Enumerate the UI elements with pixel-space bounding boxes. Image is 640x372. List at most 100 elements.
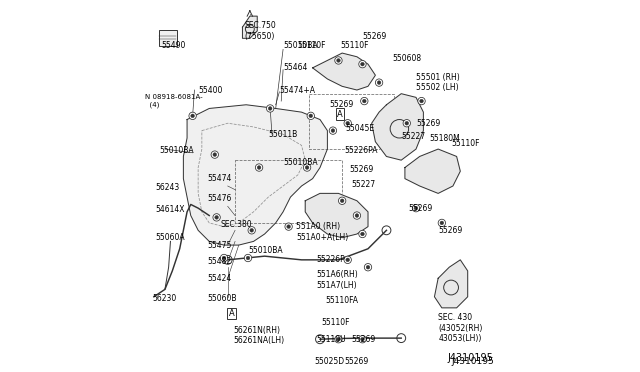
Text: 55060B: 55060B [207, 294, 237, 303]
Circle shape [222, 256, 226, 260]
Polygon shape [312, 53, 376, 90]
Circle shape [359, 336, 366, 343]
Circle shape [191, 114, 195, 118]
Circle shape [255, 164, 263, 171]
Circle shape [248, 227, 255, 234]
Circle shape [303, 164, 311, 171]
Text: 55269: 55269 [362, 32, 387, 41]
Circle shape [213, 214, 220, 221]
Circle shape [377, 81, 381, 84]
Text: 56230: 56230 [152, 294, 176, 303]
Circle shape [266, 105, 274, 112]
Text: 55269: 55269 [438, 226, 463, 235]
Polygon shape [243, 16, 257, 38]
Text: N 08918-6081A-
  (4): N 08918-6081A- (4) [145, 94, 202, 108]
Text: 55045E: 55045E [346, 124, 375, 133]
Text: 55269: 55269 [349, 165, 374, 174]
Circle shape [346, 121, 349, 125]
Circle shape [364, 263, 372, 271]
Polygon shape [305, 193, 368, 238]
Text: 55110F: 55110F [298, 41, 326, 50]
Text: 55011B: 55011B [268, 130, 298, 139]
Text: 55482: 55482 [207, 257, 232, 266]
Circle shape [353, 212, 360, 219]
Circle shape [268, 107, 272, 110]
Circle shape [360, 62, 364, 66]
Circle shape [340, 199, 344, 203]
Polygon shape [435, 260, 468, 308]
Text: 56261N(RH)
56261NA(LH): 56261N(RH) 56261NA(LH) [233, 326, 284, 345]
Circle shape [335, 57, 342, 64]
Circle shape [307, 112, 314, 119]
Text: 55474+A: 55474+A [280, 86, 316, 94]
Circle shape [360, 97, 368, 105]
Text: 55476: 55476 [207, 195, 232, 203]
Text: 55501 (RH)
55502 (LH): 55501 (RH) 55502 (LH) [416, 73, 460, 92]
Circle shape [440, 221, 444, 225]
Circle shape [355, 214, 359, 217]
Text: 55060A: 55060A [156, 233, 186, 242]
Circle shape [366, 265, 370, 269]
Circle shape [420, 99, 424, 103]
Text: J4310195: J4310195 [451, 357, 494, 366]
Circle shape [344, 256, 351, 263]
Text: 55269: 55269 [416, 119, 440, 128]
Text: 55010BA: 55010BA [283, 157, 317, 167]
Circle shape [412, 205, 420, 212]
Circle shape [360, 337, 364, 341]
Circle shape [360, 232, 364, 236]
Text: 55110F: 55110F [322, 318, 350, 327]
Text: SEC.750
(75650): SEC.750 (75650) [244, 21, 276, 41]
Circle shape [250, 228, 253, 232]
Text: 55180M: 55180M [429, 134, 460, 142]
Text: 55226PA: 55226PA [344, 147, 378, 155]
Circle shape [285, 223, 292, 230]
Circle shape [220, 254, 228, 262]
Text: 54614X: 54614X [156, 205, 185, 215]
Text: 55269: 55269 [344, 357, 368, 366]
Circle shape [305, 166, 309, 169]
Text: 55226P: 55226P [316, 255, 345, 264]
Circle shape [438, 219, 445, 227]
Text: 55010BA: 55010BA [283, 41, 317, 50]
Text: 55474: 55474 [207, 174, 232, 183]
Text: 55227: 55227 [401, 132, 426, 141]
Text: 55110F: 55110F [451, 139, 479, 148]
Circle shape [215, 215, 218, 219]
Text: 55475: 55475 [207, 241, 232, 250]
Text: 55269: 55269 [351, 335, 376, 344]
Polygon shape [372, 94, 424, 160]
Circle shape [346, 258, 349, 262]
Text: 55269: 55269 [408, 203, 433, 213]
Text: SEC.380: SEC.380 [220, 220, 252, 229]
Text: A: A [337, 109, 343, 119]
Text: 55464: 55464 [283, 63, 307, 72]
Text: 55010BA: 55010BA [159, 147, 194, 155]
Circle shape [331, 129, 335, 132]
Circle shape [414, 206, 418, 210]
Text: 55110F: 55110F [340, 41, 369, 50]
Text: 56243: 56243 [156, 183, 180, 192]
Circle shape [246, 256, 250, 260]
Circle shape [359, 230, 366, 238]
Circle shape [403, 119, 410, 127]
Circle shape [418, 97, 425, 105]
Circle shape [257, 166, 261, 169]
Circle shape [211, 151, 218, 158]
Circle shape [344, 119, 351, 127]
FancyBboxPatch shape [159, 30, 177, 46]
Text: 550608: 550608 [392, 54, 421, 63]
Circle shape [337, 59, 340, 62]
Text: J4310195: J4310195 [447, 353, 493, 363]
Circle shape [213, 153, 216, 157]
Text: 55025D: 55025D [314, 357, 344, 366]
Text: 55110FA: 55110FA [326, 296, 358, 305]
Circle shape [339, 197, 346, 205]
Circle shape [405, 121, 408, 125]
Circle shape [359, 61, 366, 68]
Text: 551A0 (RH)
551A0+A(LH): 551A0 (RH) 551A0+A(LH) [296, 222, 348, 242]
Circle shape [329, 127, 337, 134]
Text: 55227: 55227 [351, 180, 376, 189]
Circle shape [244, 254, 252, 262]
Text: 551A6(RH)
551A7(LH): 551A6(RH) 551A7(LH) [316, 270, 358, 290]
